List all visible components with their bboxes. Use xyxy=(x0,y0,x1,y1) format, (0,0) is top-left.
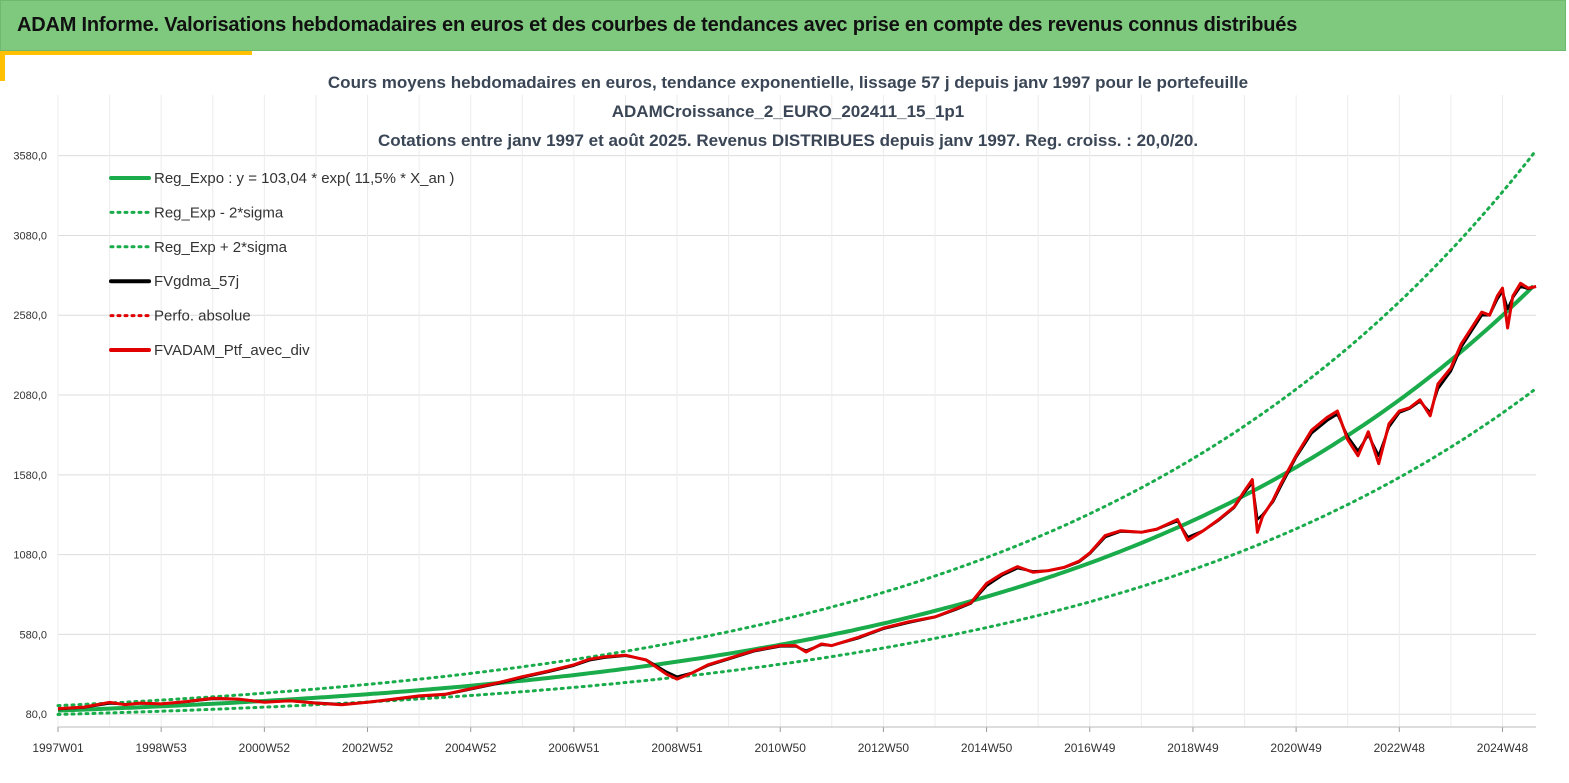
banner-title: ADAM Informe. Valorisations hebdomadaire… xyxy=(17,14,1298,36)
y-tick-label: 2580,0 xyxy=(13,310,47,322)
y-tick-label: 1080,0 xyxy=(13,550,47,562)
reg-exp-plus-2sigma-line xyxy=(56,152,1535,708)
x-tick-label: 2024W48 xyxy=(1477,741,1529,755)
x-tick-label: 2006W51 xyxy=(548,741,600,755)
accent-strip xyxy=(0,51,252,55)
x-tick-label: 2000W52 xyxy=(239,741,291,755)
chart-title-layer: Cours moyens hebdomadaires en euros, ten… xyxy=(328,73,1248,150)
x-tick-label: 2012W50 xyxy=(858,741,910,755)
legend-label-portfolio: FVADAM_Ptf_avec_div xyxy=(154,342,310,359)
fvadam-ptf-avec-div-line xyxy=(57,281,1537,711)
x-tick-label: 1997W01 xyxy=(32,741,84,755)
chart-title-line: Cours moyens hebdomadaires en euros, ten… xyxy=(328,73,1248,92)
x-tick-label: 2004W52 xyxy=(445,741,497,755)
reg-exp-minus-2sigma-line xyxy=(56,389,1535,716)
legend-label-reg_plus: Reg_Exp + 2*sigma xyxy=(154,239,288,256)
x-tick-label: 2018W49 xyxy=(1167,741,1219,755)
y-tick-label: 3580,0 xyxy=(13,151,47,163)
x-tick-label: 2002W52 xyxy=(342,741,394,755)
legend-label-reg_minus: Reg_Exp - 2*sigma xyxy=(154,204,284,221)
y-tick-label: 580,0 xyxy=(19,629,47,641)
x-tick-label: 1998W53 xyxy=(135,741,187,755)
chart-title-line: Cotations entre janv 1997 et août 2025. … xyxy=(378,131,1198,150)
x-tick-label: 2020W49 xyxy=(1270,741,1322,755)
legend-label-reg_expo: Reg_Expo : y = 103,04 * exp( 11,5% * X_a… xyxy=(154,170,454,187)
x-tick-label: 2008W51 xyxy=(651,741,703,755)
x-tick-label: 2010W50 xyxy=(755,741,807,755)
accent-left-bar xyxy=(0,51,5,81)
axis-layer: 80,0 580,0 1080,0 1580,0 2080,0 2580,0 3080,0 3… xyxy=(13,151,1536,755)
x-tick-label: 2014W50 xyxy=(961,741,1013,755)
chart-title-line: ADAMCroissance_2_EURO_202411_15_1p1 xyxy=(612,102,964,121)
legend-layer: Reg_Expo : y = 103,04 * exp( 11,5% * X_a… xyxy=(109,170,454,359)
header-banner: ADAM Informe. Valorisations hebdomadaire… xyxy=(0,0,1566,51)
y-tick-label: 3080,0 xyxy=(13,230,47,242)
y-tick-label: 2080,0 xyxy=(13,390,47,402)
y-tick-label: 1580,0 xyxy=(13,470,47,482)
y-tick-label: 80,0 xyxy=(26,709,47,721)
legend-label-fvgdma: FVgdma_57j xyxy=(154,273,239,290)
series-layer xyxy=(57,281,1537,711)
legend-label-perfo: Perfo. absolue xyxy=(154,308,251,325)
x-tick-label: 2016W49 xyxy=(1064,741,1116,755)
x-tick-label: 2022W48 xyxy=(1374,741,1426,755)
grid-layer xyxy=(57,95,1536,727)
